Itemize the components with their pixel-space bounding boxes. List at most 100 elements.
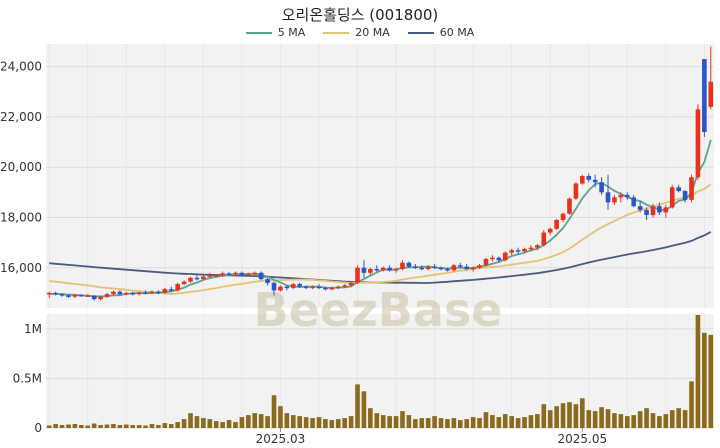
volume-bar — [438, 418, 444, 428]
volume-bar — [258, 414, 264, 428]
price-tick-label: 20,000 — [0, 160, 42, 174]
candle-body — [708, 81, 714, 107]
candle-body — [502, 252, 508, 261]
volume-bar — [644, 408, 649, 428]
candle-body — [207, 275, 213, 277]
candle-body — [329, 287, 335, 290]
candle-body — [425, 266, 431, 270]
volume-bar — [689, 381, 694, 428]
volume-tick-label: 1M — [24, 322, 42, 336]
volume-bar — [239, 417, 245, 428]
volume-bar — [490, 415, 495, 428]
volume-bar — [413, 419, 418, 428]
volume-bar — [663, 414, 669, 428]
candle-body — [168, 289, 174, 291]
candle-body — [580, 176, 585, 184]
volume-bar — [329, 420, 335, 428]
candle-body — [85, 295, 91, 297]
volume-bar — [79, 425, 84, 428]
candle-body — [348, 282, 354, 286]
candle-body — [560, 213, 566, 220]
volume-bar — [284, 413, 290, 428]
volume-bar — [278, 406, 283, 428]
volume-bar — [573, 404, 579, 428]
volume-bar — [335, 419, 341, 428]
price-tick-label: 16,000 — [0, 261, 42, 275]
candle-body — [53, 292, 58, 295]
volume-bar — [271, 395, 277, 428]
volume-bar — [425, 418, 431, 428]
candle-body — [342, 285, 347, 287]
candle-body — [380, 267, 386, 271]
volume-bar — [580, 398, 585, 428]
watermark: BeezBase — [254, 283, 503, 337]
candle-body — [451, 265, 457, 271]
candle-body — [689, 177, 694, 200]
candle-body — [361, 267, 367, 273]
volume-bar — [406, 415, 412, 428]
candle-body — [695, 109, 701, 178]
candle-body — [541, 232, 547, 246]
candle-body — [156, 291, 161, 294]
candle-body — [650, 206, 656, 215]
volume-bar — [605, 409, 611, 428]
candle-body — [226, 273, 232, 275]
candle-body — [464, 266, 470, 270]
candle-body — [46, 292, 52, 295]
candle-body — [413, 266, 418, 269]
candle-body — [618, 194, 624, 198]
volume-bar — [432, 416, 437, 428]
candle-body — [387, 267, 392, 271]
volume-bar — [483, 412, 489, 428]
volume-bar — [143, 425, 148, 428]
candle-body — [586, 176, 592, 180]
volume-bar — [246, 415, 251, 428]
candle-body — [130, 292, 136, 295]
volume-bar — [98, 425, 103, 428]
volume-bar — [419, 418, 425, 428]
volume-bar — [618, 414, 624, 428]
candle-body — [554, 220, 559, 229]
candle-body — [72, 294, 78, 297]
candle-body — [271, 282, 277, 291]
candle-body — [682, 191, 688, 200]
candle-body — [483, 258, 489, 266]
candle-body — [66, 295, 71, 297]
candle-body — [220, 273, 225, 276]
volume-bar — [136, 425, 142, 428]
volume-bar — [374, 413, 380, 428]
legend-swatch — [407, 31, 434, 34]
legend-label: 60 MA — [439, 26, 475, 39]
volume-bar — [586, 410, 592, 428]
candle-body — [258, 272, 264, 280]
candle-body — [278, 286, 283, 291]
volume-bar — [624, 416, 630, 428]
volume-bar — [387, 416, 392, 428]
price-tick-label: 18,000 — [0, 210, 42, 224]
volume-bar — [509, 416, 514, 428]
candle-body — [59, 294, 65, 296]
volume-bar — [310, 418, 315, 428]
volume-bar — [451, 418, 457, 428]
legend: 5 MA 20 MA 60 MA — [0, 26, 720, 39]
candle-body — [297, 284, 303, 287]
volume-bar — [502, 414, 508, 428]
legend-swatch — [323, 31, 350, 34]
volume-bar — [650, 413, 656, 428]
volume-bar — [220, 422, 225, 428]
volume-bar — [53, 424, 58, 428]
volume-bar — [361, 391, 367, 428]
candle-body — [175, 284, 180, 291]
candle-body — [149, 291, 155, 294]
candle-body — [335, 286, 341, 289]
price-tick-label: 24,000 — [0, 60, 42, 74]
legend-swatch — [245, 31, 272, 34]
candle-body — [246, 274, 251, 276]
volume-bar — [368, 408, 373, 428]
volume-bar — [226, 420, 232, 428]
volume-bar — [66, 424, 71, 428]
volume-bar — [130, 425, 136, 428]
volume-bar — [123, 424, 129, 428]
legend-label: 20 MA — [355, 26, 390, 39]
candle-body — [663, 207, 669, 213]
